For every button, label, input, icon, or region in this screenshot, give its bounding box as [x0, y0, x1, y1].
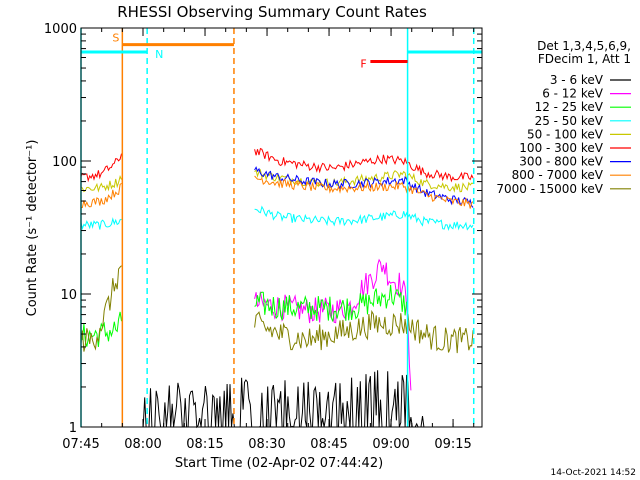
y-tick-label: 1 [69, 421, 77, 436]
legend-label: 100 - 300 keV [519, 141, 603, 155]
legend-label: 7000 - 15000 keV [496, 182, 603, 196]
legend-header-line-1: Det 1,3,4,5,6,9, [537, 39, 631, 53]
flag-label: S [112, 32, 119, 45]
x-axis-label: Start Time (02-Apr-02 07:44:42) [175, 456, 383, 471]
y-tick-label: 100 [52, 155, 77, 170]
y-axis-label: Count Rate (s⁻¹ detector⁻¹) [25, 140, 40, 317]
x-tick-label: 08:45 [310, 437, 347, 452]
x-tick-label: 09:00 [372, 437, 409, 452]
series-line [254, 284, 408, 322]
series-line [80, 175, 122, 193]
x-tick-label: 08:15 [186, 437, 223, 452]
legend: Det 1,3,4,5,6,9, FDecim 1, Att 1 3 - 6 k… [496, 39, 631, 196]
series-line [81, 182, 122, 208]
series-line [254, 309, 474, 354]
x-tick-label: 08:00 [124, 437, 161, 452]
legend-label: 800 - 7000 keV [512, 168, 604, 182]
y-tick-label: 1000 [44, 22, 77, 37]
plot-frame [80, 27, 483, 428]
legend-label: 300 - 800 keV [519, 155, 603, 169]
series-line [254, 175, 474, 209]
legend-label: 12 - 25 keV [535, 100, 604, 114]
series-line [80, 265, 122, 352]
legend-label: 3 - 6 keV [550, 73, 604, 87]
series-line [254, 205, 474, 231]
legend-label: 50 - 100 keV [527, 127, 604, 141]
y-tick-label: 10 [60, 288, 77, 303]
series-line [254, 258, 412, 391]
legend-label: 6 - 12 keV [542, 87, 604, 101]
series-line [80, 153, 122, 183]
series-line [81, 370, 474, 429]
timestamp: 14-Oct-2021 14:52 [551, 468, 636, 478]
legend-header-line-2: FDecim 1, Att 1 [538, 52, 631, 66]
flag-label: F [360, 57, 366, 70]
legend-label: 25 - 50 keV [535, 114, 604, 128]
series-line [254, 166, 474, 208]
x-tick-label: 09:15 [434, 437, 471, 452]
x-tick-label: 08:30 [248, 437, 285, 452]
chart-title: RHESSI Observing Summary Count Rates [117, 3, 427, 21]
flag-label: N [155, 48, 163, 61]
series-line [80, 217, 122, 231]
series-line [80, 311, 122, 347]
x-tick-label: 07:45 [62, 437, 99, 452]
series-line [254, 147, 474, 183]
plot-area: S N F [80, 28, 482, 429]
